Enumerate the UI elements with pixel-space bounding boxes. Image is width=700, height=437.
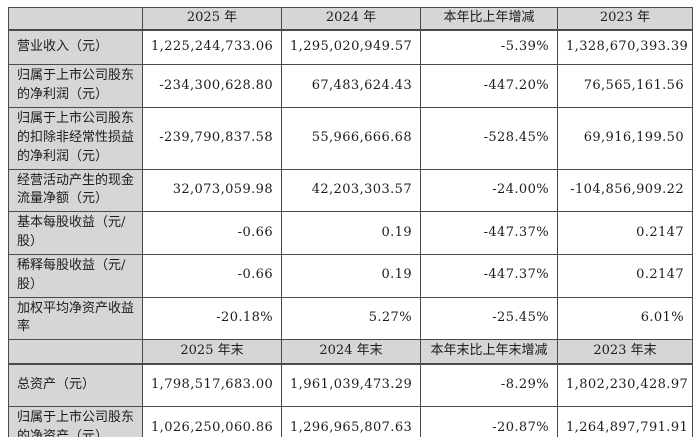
value-change: -5.39% — [420, 29, 558, 66]
row-net-profit-attributable: 归属于上市公司股东的净利润（元） -234,300,628.80 67,483,… — [8, 64, 693, 109]
value-2025: -0.66 — [142, 211, 282, 255]
value-2024: 0.19 — [281, 211, 421, 255]
value-change: -447.37% — [420, 253, 558, 298]
row-net-profit-excl-nonrecurring: 归属于上市公司股东的扣除非经常性损益的净利润（元） -239,790,837.5… — [8, 107, 693, 170]
label-operating-revenue: 营业收入（元） — [8, 29, 143, 66]
value-change: -24.00% — [420, 168, 558, 213]
header-2023: 2023 年 — [557, 6, 693, 31]
label-operating-cash-flow: 经营活动产生的现金流量净额（元） — [8, 168, 143, 213]
value-2025: -234,300,628.80 — [142, 64, 282, 109]
header-2023-end: 2023 年末 — [557, 339, 693, 365]
value-change: -447.20% — [420, 64, 558, 109]
label-net-profit-excl-nonrecurring: 归属于上市公司股东的扣除非经常性损益的净利润（元） — [8, 107, 143, 170]
value-2023: 0.2147 — [557, 211, 693, 255]
row-operating-revenue: 营业收入（元） 1,225,244,733.06 1,295,020,949.5… — [8, 29, 693, 66]
value-2024: 55,966,666.68 — [281, 107, 421, 170]
header-2025-end: 2025 年末 — [142, 339, 282, 365]
header-2025: 2025 年 — [142, 6, 282, 31]
period-header-row: 2025 年 2024 年 本年比上年增减 2023 年 — [8, 6, 693, 31]
value-2025: 1,798,517,683.00 — [142, 363, 282, 408]
value-2025: -20.18% — [142, 296, 282, 341]
value-2025: 1,225,244,733.06 — [142, 29, 282, 66]
header-end-yoy-change: 本年末比上年末增减 — [420, 339, 558, 365]
label-net-profit-attributable: 归属于上市公司股东的净利润（元） — [8, 64, 143, 109]
period-end-header-row: 2025 年末 2024 年末 本年末比上年末增减 2023 年末 — [8, 339, 693, 365]
value-change: -528.45% — [420, 107, 558, 170]
value-change: -25.45% — [420, 296, 558, 341]
value-2023: 69,916,199.50 — [557, 107, 693, 170]
value-2024: 0.19 — [281, 253, 421, 298]
row-weighted-avg-roe: 加权平均净资产收益率 -20.18% 5.27% -25.45% 6.01% — [8, 296, 693, 341]
value-2024: 42,203,303.57 — [281, 168, 421, 213]
label-weighted-avg-roe: 加权平均净资产收益率 — [8, 296, 143, 341]
label-total-assets: 总资产（元） — [8, 363, 143, 408]
label-net-assets-attributable: 归属于上市公司股东的净资产（元） — [8, 406, 143, 437]
financial-summary-table: 2025 年 2024 年 本年比上年增减 2023 年 营业收入（元） 1,2… — [8, 6, 693, 437]
row-basic-eps: 基本每股收益（元/股） -0.66 0.19 -447.37% 0.2147 — [8, 211, 693, 255]
value-change: -20.87% — [420, 406, 558, 437]
value-2024: 1,961,039,473.29 — [281, 363, 421, 408]
label-diluted-eps: 稀释每股收益（元/股） — [8, 253, 143, 298]
row-total-assets: 总资产（元） 1,798,517,683.00 1,961,039,473.29… — [8, 363, 693, 408]
value-2023: 1,802,230,428.97 — [557, 363, 693, 408]
value-2023: 6.01% — [557, 296, 693, 341]
header-yoy-change: 本年比上年增减 — [420, 6, 558, 31]
label-basic-eps: 基本每股收益（元/股） — [8, 211, 143, 255]
value-2025: 1,026,250,060.86 — [142, 406, 282, 437]
row-net-assets-attributable: 归属于上市公司股东的净资产（元） 1,026,250,060.86 1,296,… — [8, 406, 693, 437]
value-2024: 1,295,020,949.57 — [281, 29, 421, 66]
value-2024: 5.27% — [281, 296, 421, 341]
header-2024: 2024 年 — [281, 6, 421, 31]
header-2024-end: 2024 年末 — [281, 339, 421, 365]
value-2025: 32,073,059.98 — [142, 168, 282, 213]
header-empty-cell — [8, 6, 143, 31]
value-2024: 67,483,624.43 — [281, 64, 421, 109]
value-2023: -104,856,909.22 — [557, 168, 693, 213]
value-2023: 0.2147 — [557, 253, 693, 298]
value-2023: 1,264,897,791.91 — [557, 406, 693, 437]
value-2023: 76,565,161.56 — [557, 64, 693, 109]
header-empty-cell — [8, 339, 143, 365]
value-2023: 1,328,670,393.39 — [557, 29, 693, 66]
row-diluted-eps: 稀释每股收益（元/股） -0.66 0.19 -447.37% 0.2147 — [8, 253, 693, 298]
value-2024: 1,296,965,807.63 — [281, 406, 421, 437]
value-2025: -239,790,837.58 — [142, 107, 282, 170]
value-change: -8.29% — [420, 363, 558, 408]
row-operating-cash-flow: 经营活动产生的现金流量净额（元） 32,073,059.98 42,203,30… — [8, 168, 693, 213]
value-2025: -0.66 — [142, 253, 282, 298]
value-change: -447.37% — [420, 211, 558, 255]
